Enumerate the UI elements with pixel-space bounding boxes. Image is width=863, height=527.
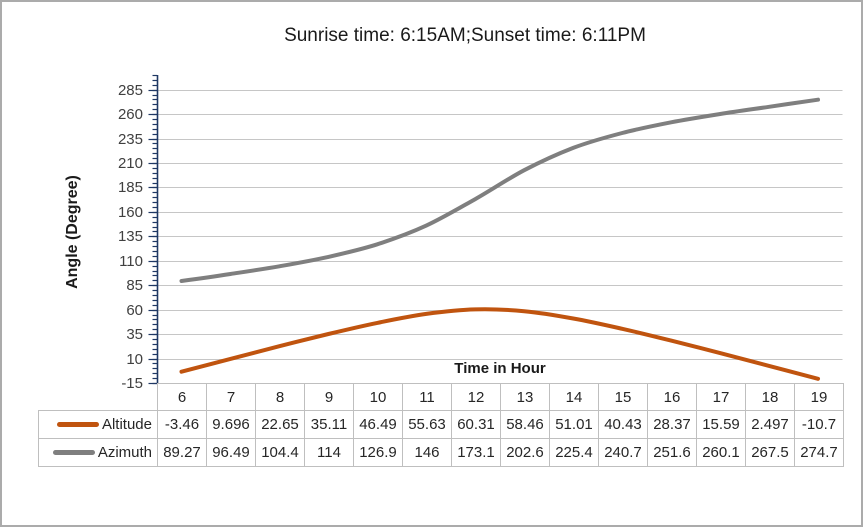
x-tick-label: 14 xyxy=(549,383,599,411)
y-gridlines xyxy=(157,90,843,384)
y-tick-label: 60 xyxy=(126,302,143,319)
table-value: 51.01 xyxy=(549,410,599,439)
table-value: 60.31 xyxy=(451,410,501,439)
x-tick-label: 13 xyxy=(500,383,550,411)
x-tick-label: 8 xyxy=(255,383,305,411)
x-tick-label: 12 xyxy=(451,383,501,411)
table-value: 267.5 xyxy=(745,438,795,467)
x-tick-label: 17 xyxy=(696,383,746,411)
x-tick-label: 7 xyxy=(206,383,256,411)
legend-item-azimuth: Azimuth xyxy=(38,438,158,467)
table-value: 96.49 xyxy=(206,438,256,467)
y-tick-label: 10 xyxy=(126,351,143,368)
y-tick-label: 285 xyxy=(118,82,143,99)
table-value: 240.7 xyxy=(598,438,648,467)
table-value: 15.59 xyxy=(696,410,746,439)
table-value: 260.1 xyxy=(696,438,746,467)
x-tick-label: 18 xyxy=(745,383,795,411)
table-value: 202.6 xyxy=(500,438,550,467)
table-value: 55.63 xyxy=(402,410,452,439)
chart-title: Sunrise time: 6:15AM;Sunset time: 6:11PM xyxy=(284,25,646,46)
table-corner-blank xyxy=(39,384,158,411)
x-tick-label: 15 xyxy=(598,383,648,411)
data-table: 6 7 8 9 10 11 12 13 14 15 16 17 18 19 Altitude -3.46 9.6… xyxy=(38,383,844,467)
table-value: 46.49 xyxy=(353,410,403,439)
y-tick-label: 85 xyxy=(126,277,143,294)
table-value: 251.6 xyxy=(647,438,697,467)
y-tick-label: 260 xyxy=(118,106,143,123)
y-tick-label: -15 xyxy=(121,375,143,392)
table-value: 58.46 xyxy=(500,410,550,439)
x-axis-title: Time in Hour xyxy=(454,360,546,377)
x-tick-label: 19 xyxy=(794,383,844,411)
table-value: -3.46 xyxy=(157,410,207,439)
table-value: -10.7 xyxy=(794,410,844,439)
x-tick-label: 16 xyxy=(647,383,697,411)
table-value: 114 xyxy=(304,438,354,467)
legend-item-altitude: Altitude xyxy=(38,410,158,439)
table-value: 9.696 xyxy=(206,410,256,439)
table-value: 89.27 xyxy=(157,438,207,467)
y-tick-labels: -15 10 35 60 85 110 135 160 185 210 235 260 285 xyxy=(118,82,143,392)
x-tick-label: 10 xyxy=(353,383,403,411)
table-row-altitude: Altitude -3.46 9.696 22.65 35.11 46.49 55.63 60… xyxy=(38,410,844,439)
y-axis-ticks xyxy=(148,74,157,385)
table-value: 104.4 xyxy=(255,438,305,467)
table-value: 35.11 xyxy=(304,410,354,439)
y-tick-label: 135 xyxy=(118,228,143,245)
legend-swatch-altitude xyxy=(56,422,99,427)
table-value: 28.37 xyxy=(647,410,697,439)
x-tick-label: 11 xyxy=(402,383,452,411)
table-value: 173.1 xyxy=(451,438,501,467)
table-value: 225.4 xyxy=(549,438,599,467)
series-name: Azimuth xyxy=(97,444,152,461)
series-name: Altitude xyxy=(101,416,152,433)
table-value: 22.65 xyxy=(255,410,305,439)
x-tick-label: 9 xyxy=(304,383,354,411)
y-tick-label: 235 xyxy=(118,131,143,148)
y-tick-label: 110 xyxy=(119,253,143,270)
table-value: 274.7 xyxy=(794,438,844,467)
table-value: 146 xyxy=(402,438,452,467)
y-tick-label: 160 xyxy=(118,204,143,221)
table-row-azimuth: Azimuth 89.27 96.49 104.4 114 126.9 146 173.1 20… xyxy=(38,438,844,467)
y-tick-label: 210 xyxy=(118,155,143,172)
table-value: 40.43 xyxy=(598,410,648,439)
x-tick-label: 6 xyxy=(157,383,207,411)
series-line-altitude xyxy=(179,307,820,381)
legend-swatch-azimuth xyxy=(52,450,95,455)
y-tick-label: 185 xyxy=(118,179,143,196)
table-value: 2.497 xyxy=(745,410,795,439)
series-line-azimuth xyxy=(179,97,820,283)
table-value: 126.9 xyxy=(353,438,403,467)
y-tick-label: 35 xyxy=(126,326,143,343)
